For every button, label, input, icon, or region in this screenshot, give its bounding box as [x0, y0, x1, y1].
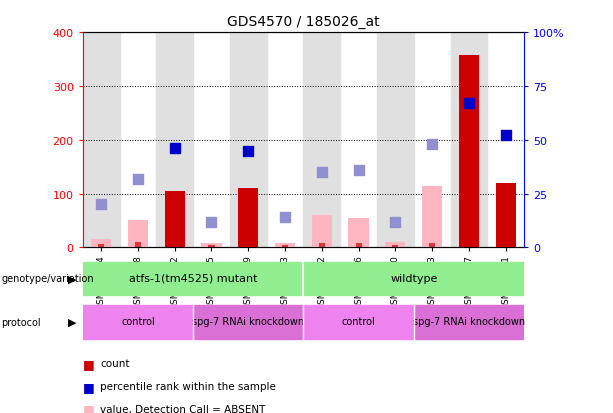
Bar — [495, 183, 516, 248]
Bar — [377, 33, 414, 248]
Text: count: count — [100, 358, 129, 368]
Point — [390, 219, 400, 225]
Bar — [429, 244, 435, 248]
Bar — [303, 306, 414, 339]
Text: ■: ■ — [83, 402, 94, 413]
Point — [354, 167, 364, 174]
Bar — [83, 262, 303, 296]
Text: ▶: ▶ — [68, 317, 77, 327]
Point — [170, 146, 180, 152]
Bar — [91, 240, 112, 248]
Point — [464, 101, 474, 107]
Text: wildtype: wildtype — [390, 273, 438, 283]
Bar — [451, 33, 487, 248]
Text: value, Detection Call = ABSENT: value, Detection Call = ABSENT — [100, 404, 265, 413]
Bar — [238, 189, 259, 248]
Point — [207, 219, 216, 225]
Bar — [319, 244, 325, 248]
Point — [96, 202, 106, 208]
Point — [501, 133, 511, 140]
Bar — [83, 33, 120, 248]
Text: atfs-1(tm4525) mutant: atfs-1(tm4525) mutant — [129, 273, 257, 283]
Bar — [422, 186, 443, 248]
Text: ▶: ▶ — [68, 274, 77, 284]
Bar — [83, 306, 193, 339]
Bar — [135, 242, 141, 248]
Text: spg-7 RNAi knockdown: spg-7 RNAi knockdown — [413, 316, 525, 326]
Text: genotype/variation: genotype/variation — [1, 274, 94, 284]
Text: spg-7 RNAi knockdown: spg-7 RNAi knockdown — [192, 316, 304, 326]
Bar — [156, 33, 193, 248]
Text: control: control — [121, 316, 155, 326]
Point — [280, 214, 290, 221]
Point — [427, 141, 437, 148]
Bar — [193, 306, 303, 339]
Text: ■: ■ — [83, 380, 94, 393]
Bar — [202, 244, 222, 248]
Bar — [303, 262, 524, 296]
Point — [133, 176, 143, 183]
Text: percentile rank within the sample: percentile rank within the sample — [100, 381, 276, 391]
Bar — [348, 218, 369, 248]
Bar — [459, 56, 479, 248]
Bar — [230, 33, 267, 248]
Bar — [98, 244, 104, 248]
Bar — [282, 245, 288, 248]
Point — [243, 148, 253, 154]
Bar — [385, 242, 406, 248]
Text: protocol: protocol — [1, 317, 41, 327]
Point — [317, 169, 327, 176]
Bar — [303, 33, 340, 248]
Bar — [165, 191, 185, 248]
Bar — [356, 244, 362, 248]
Bar — [275, 244, 295, 248]
Bar — [392, 245, 398, 248]
Bar — [414, 306, 524, 339]
Bar — [208, 245, 215, 248]
Text: ■: ■ — [83, 357, 94, 370]
Bar — [312, 216, 332, 248]
Bar — [128, 221, 148, 248]
Text: control: control — [341, 316, 376, 326]
Title: GDS4570 / 185026_at: GDS4570 / 185026_at — [227, 15, 379, 29]
